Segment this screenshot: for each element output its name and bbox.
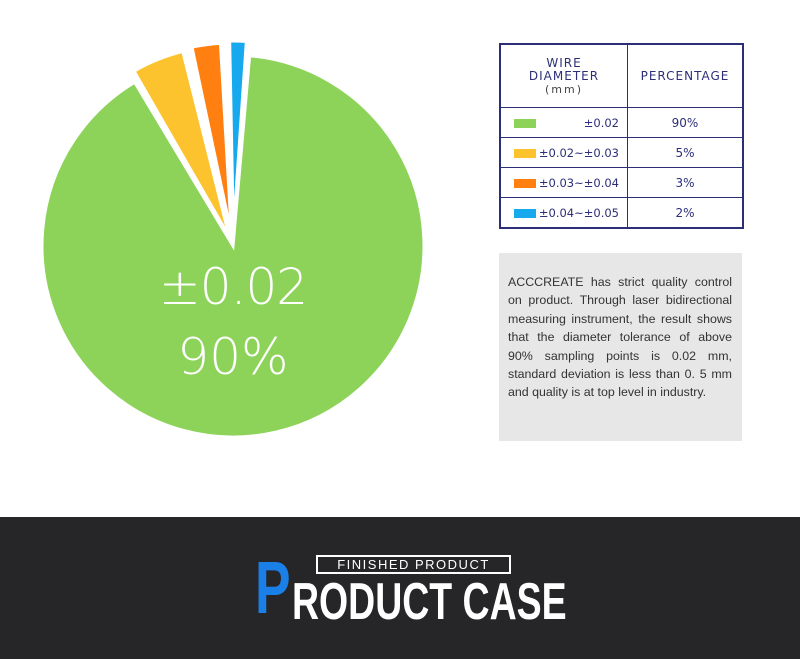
pie-slice-4 bbox=[228, 39, 248, 233]
percent-cell: 90% bbox=[627, 107, 744, 138]
wire-diameter-header: WIRE DIAMETER (mm) bbox=[499, 43, 628, 108]
color-swatch-green bbox=[514, 118, 536, 128]
pie-center-range-label: ±0.02 bbox=[158, 258, 308, 316]
range-cell: ±0.02 bbox=[499, 107, 628, 138]
table-header-row: WIRE DIAMETER (mm) PERCENTAGE bbox=[499, 43, 744, 108]
pie-slice-3 bbox=[190, 41, 233, 235]
pie-chart bbox=[40, 39, 426, 439]
finished-product-tag: FINISHED PRODUCT bbox=[316, 555, 511, 574]
range-cell: ±0.03~±0.04 bbox=[499, 167, 628, 198]
product-case-title: RODUCT CASE bbox=[292, 573, 567, 631]
range-cell: ±0.04~±0.05 bbox=[499, 197, 628, 229]
percentage-header: PERCENTAGE bbox=[627, 43, 744, 108]
header-wire: WIRE bbox=[546, 55, 582, 70]
table-row: ±0.02~±0.03 5% bbox=[499, 137, 744, 168]
title-initial-letter: P bbox=[255, 546, 291, 629]
range-text: ±0.02 bbox=[583, 115, 619, 130]
range-text: ±0.04~±0.05 bbox=[538, 205, 619, 220]
table-row: ±0.04~±0.05 2% bbox=[499, 197, 744, 229]
header-diameter: DIAMETER bbox=[528, 68, 600, 83]
percent-cell: 2% bbox=[627, 197, 744, 229]
product-case-banner: FINISHED PRODUCT P RODUCT CASE bbox=[0, 517, 800, 659]
color-swatch-yellow bbox=[514, 148, 536, 158]
pie-slice-1 bbox=[40, 54, 426, 439]
pie-center-percent-label: 90% bbox=[177, 328, 289, 386]
color-swatch-blue bbox=[514, 208, 536, 218]
header-unit: (mm) bbox=[544, 82, 583, 96]
color-swatch-orange bbox=[514, 178, 536, 188]
percent-cell: 5% bbox=[627, 137, 744, 168]
range-text: ±0.03~±0.04 bbox=[538, 175, 619, 190]
table-row: ±0.02 90% bbox=[499, 107, 744, 138]
percent-cell: 3% bbox=[627, 167, 744, 198]
wire-diameter-table: WIRE DIAMETER (mm) PERCENTAGE ±0.02 90% … bbox=[499, 43, 744, 229]
quality-description: ACCCREATE has strict quality control on … bbox=[499, 253, 742, 441]
range-text: ±0.02~±0.03 bbox=[538, 145, 619, 160]
table-row: ±0.03~±0.04 3% bbox=[499, 167, 744, 198]
pie-slice-2 bbox=[131, 49, 231, 238]
range-cell: ±0.02~±0.03 bbox=[499, 137, 628, 168]
